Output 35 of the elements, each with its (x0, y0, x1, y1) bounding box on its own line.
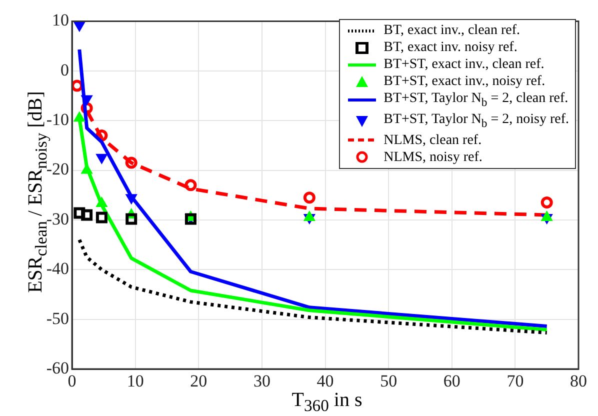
line-series (78, 238, 549, 334)
point (540, 196, 553, 209)
x-tick-label: 40 (316, 372, 334, 391)
y-tick-label: -40 (46, 259, 69, 278)
point (96, 212, 108, 224)
y-tick-label: 10 (52, 10, 69, 30)
x-tick-label: 80 (570, 372, 587, 391)
x-tick-label: 10 (126, 372, 144, 391)
legend-label: BT, exact inv. noisy ref. (384, 39, 518, 56)
y-tick-label: -30 (46, 209, 69, 228)
point (81, 209, 93, 221)
point (184, 179, 197, 192)
legend-label: BT+ST, exact inv., noisy ref. (384, 73, 546, 90)
x-tick-label: 60 (443, 372, 460, 391)
x-axis-title: T$_{360}$ in s (290, 389, 364, 416)
y-tick-label: -50 (46, 308, 69, 328)
y-tick-label: -60 (46, 358, 69, 378)
x-tick-label: 20 (190, 372, 208, 391)
legend-label: BT+ST, Taylor N$_{b}$ = 2, clean ref. (384, 90, 568, 111)
legend-label: BT, exact inv., clean ref. (384, 22, 520, 39)
point (303, 192, 316, 204)
point (125, 156, 138, 169)
legend-label: NLMS, noisy ref. (384, 148, 482, 166)
point (74, 207, 86, 219)
legend-label: BT+ST, exact inv., clean ref. (384, 56, 544, 73)
legend-label: NLMS, clean ref. (384, 132, 482, 149)
point (96, 154, 108, 164)
point (126, 213, 138, 225)
y-tick-label: -10 (46, 110, 69, 130)
x-tick-label: 70 (506, 372, 524, 391)
x-tick-label: 30 (253, 372, 270, 391)
legend-label: BT+ST, Taylor N$_{b}$ = 2, noisy ref. (384, 110, 569, 132)
point (74, 22, 86, 32)
y-tick-label: 0 (60, 60, 69, 80)
x-tick-label: 50 (380, 372, 398, 391)
